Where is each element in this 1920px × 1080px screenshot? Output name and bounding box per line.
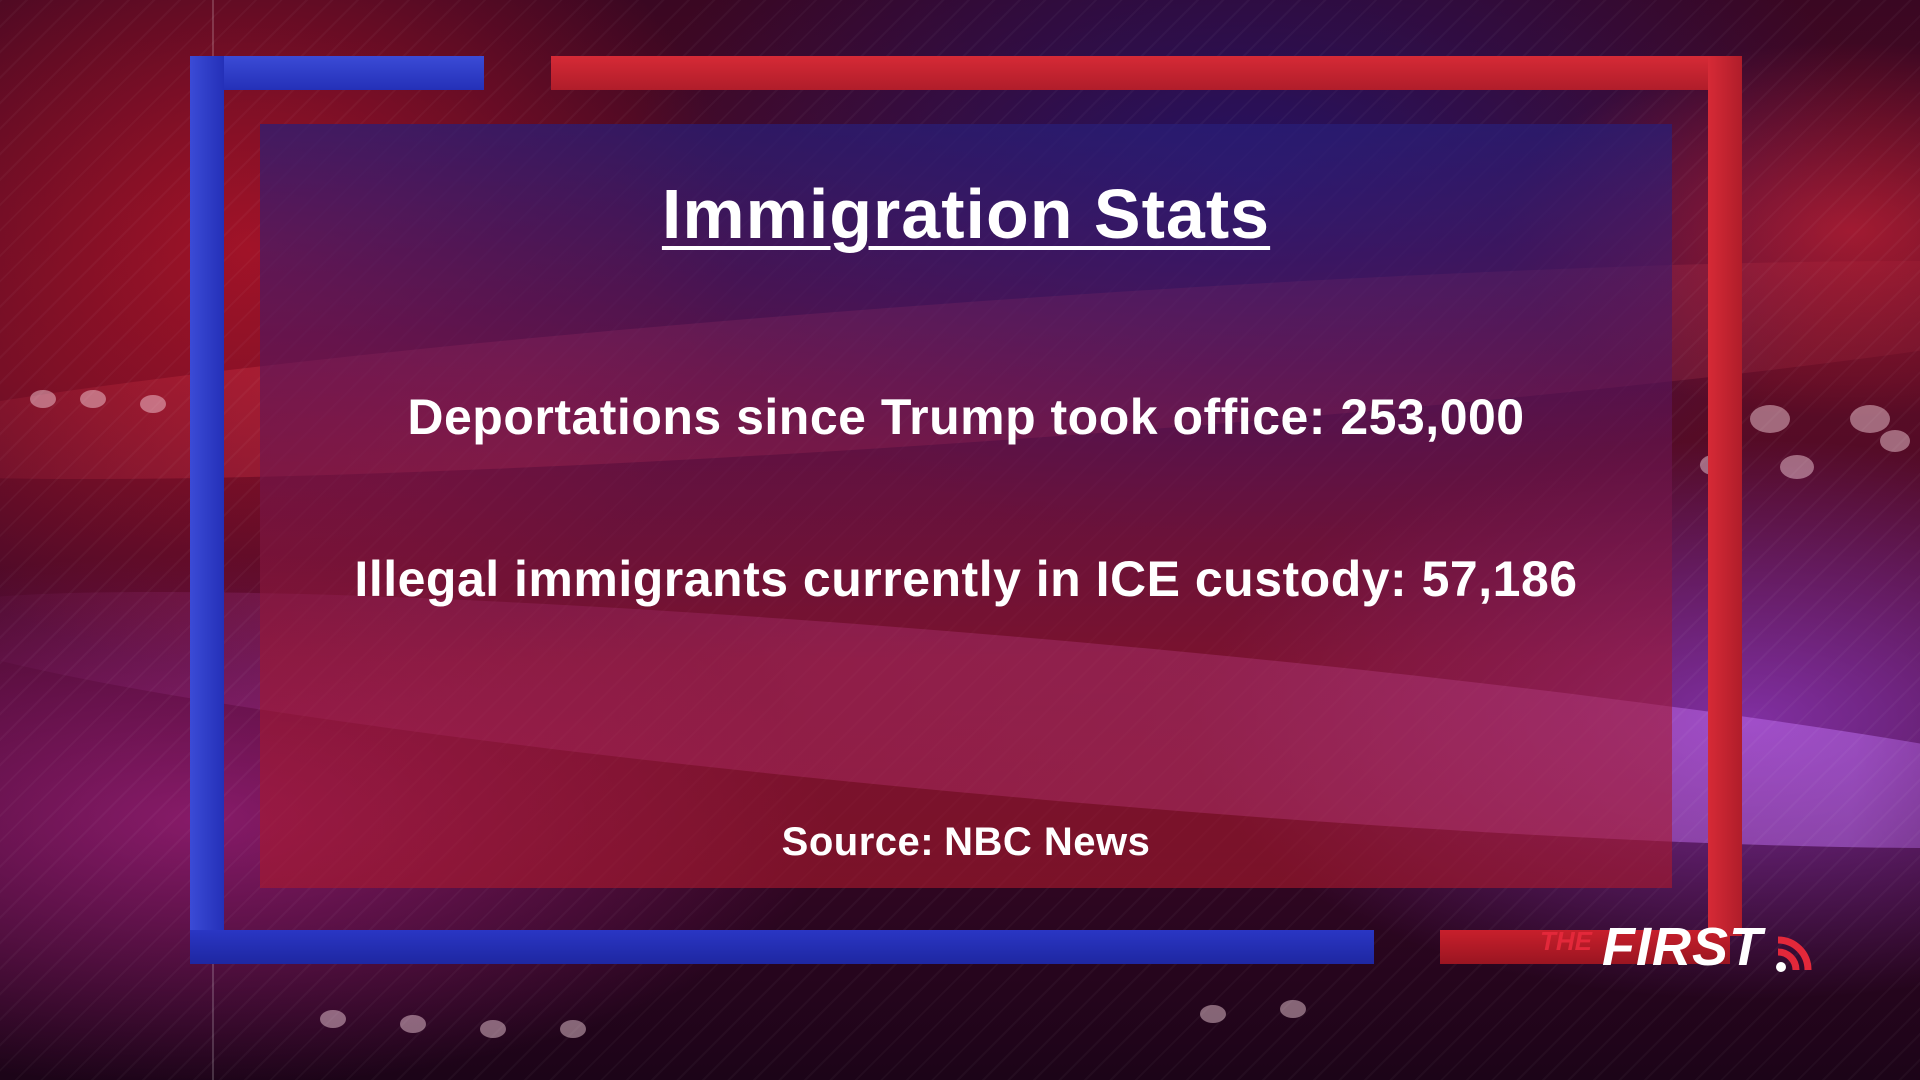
logo-name: FIRST xyxy=(1602,917,1763,977)
stat-label: Illegal immigrants currently in ICE cust… xyxy=(354,551,1408,607)
source-credit: Source: NBC News xyxy=(260,820,1672,865)
panel-title: Immigration Stats xyxy=(661,175,1271,253)
frame-bar-blue-left xyxy=(190,56,224,964)
stat-value: 253,000 xyxy=(1340,389,1525,445)
stat-ice-custody: Illegal immigrants currently in ICE cust… xyxy=(260,550,1672,608)
logo-prefix: THE xyxy=(1540,926,1592,956)
frame-bar-blue-top xyxy=(190,56,484,90)
stat-label: Deportations since Trump took office: xyxy=(407,389,1326,445)
stat-value: 57,186 xyxy=(1421,551,1578,607)
frame-bar-blue-bottom xyxy=(190,930,1374,964)
source-label: Source: xyxy=(781,820,935,864)
frame-bar-red-bottom xyxy=(1440,930,1730,964)
frame-bar-red-top xyxy=(551,56,1742,90)
source-value: NBC News xyxy=(944,820,1151,864)
stat-deportations: Deportations since Trump took office: 25… xyxy=(260,388,1672,446)
stats-panel: Immigration Stats Deportations since Tru… xyxy=(260,124,1672,888)
frame-bar-red-right xyxy=(1708,56,1742,936)
broadcast-signal-icon xyxy=(1776,936,1812,972)
network-logo: THE FIRST xyxy=(1540,917,1840,982)
